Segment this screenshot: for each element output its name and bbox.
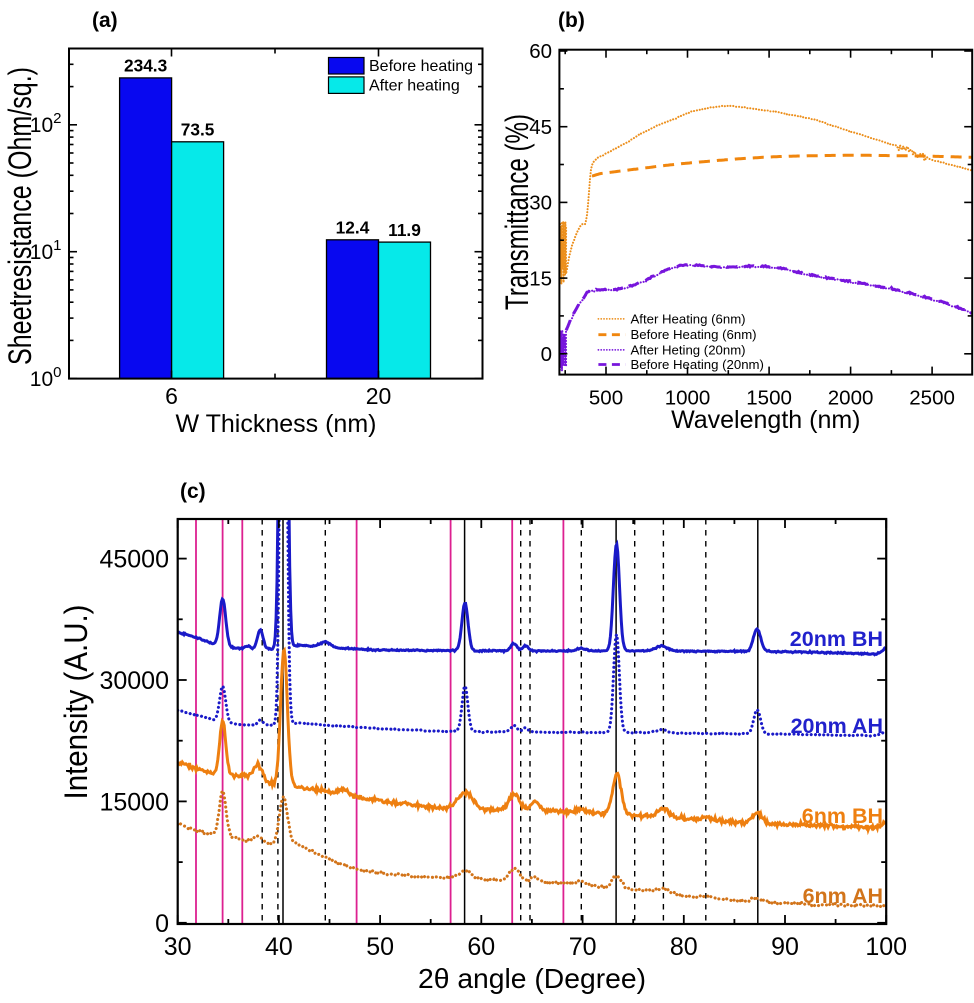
svg-text:Before Heating (20nm): Before Heating (20nm): [631, 357, 764, 372]
svg-text:(b): (b): [558, 9, 585, 32]
svg-text:0: 0: [155, 910, 169, 938]
svg-text:Sheetresistance (Ohm/sq.): Sheetresistance (Ohm/sq.): [2, 67, 38, 365]
svg-text:Transmittance (%): Transmittance (%): [499, 114, 535, 310]
svg-text:Wavelength (nm): Wavelength (nm): [671, 406, 860, 434]
svg-text:After heating: After heating: [369, 78, 460, 95]
svg-text:100: 100: [30, 364, 62, 391]
svg-text:73.5: 73.5: [181, 120, 215, 140]
svg-text:60: 60: [467, 933, 495, 961]
svg-text:1000: 1000: [665, 387, 711, 410]
svg-text:45000: 45000: [99, 546, 169, 574]
svg-text:2θ angle (Degree): 2θ angle (Degree): [418, 963, 646, 994]
svg-text:12.4: 12.4: [336, 218, 370, 238]
svg-text:45: 45: [529, 116, 552, 139]
svg-text:15: 15: [529, 267, 552, 290]
svg-text:Before Heating (6nm): Before Heating (6nm): [631, 327, 757, 342]
svg-text:Before heating: Before heating: [369, 58, 473, 75]
svg-text:30000: 30000: [99, 667, 169, 695]
svg-text:50: 50: [366, 933, 394, 961]
svg-text:6nm BH: 6nm BH: [802, 804, 883, 828]
svg-text:After Heting (20nm): After Heting (20nm): [631, 342, 746, 357]
svg-text:70: 70: [569, 933, 597, 961]
svg-text:2500: 2500: [909, 387, 955, 410]
svg-text:20: 20: [366, 383, 392, 409]
svg-text:100: 100: [865, 933, 907, 961]
svg-text:(c): (c): [180, 480, 206, 503]
svg-text:15000: 15000: [99, 788, 169, 816]
svg-text:20nm AH: 20nm AH: [791, 714, 883, 738]
svg-text:90: 90: [771, 933, 799, 961]
svg-text:1500: 1500: [746, 387, 792, 410]
svg-text:30: 30: [529, 192, 552, 215]
svg-text:80: 80: [670, 933, 698, 961]
svg-text:500: 500: [589, 387, 623, 410]
svg-text:234.3: 234.3: [124, 56, 167, 76]
svg-text:6nm AH: 6nm AH: [803, 884, 883, 908]
svg-text:20nm BH: 20nm BH: [790, 627, 883, 651]
svg-text:30: 30: [164, 933, 192, 961]
svg-text:After Heating (6nm): After Heating (6nm): [631, 311, 746, 326]
svg-text:0: 0: [541, 343, 552, 366]
svg-text:40: 40: [265, 933, 293, 961]
svg-text:60: 60: [529, 40, 552, 63]
svg-text:2000: 2000: [828, 387, 874, 410]
svg-text:11.9: 11.9: [388, 220, 421, 240]
svg-text:(a): (a): [92, 9, 118, 32]
svg-text:Intensity (A.U.): Intensity (A.U.): [58, 605, 94, 800]
svg-text:W Thickness (nm): W Thickness (nm): [176, 410, 377, 438]
svg-text:6: 6: [165, 383, 178, 409]
